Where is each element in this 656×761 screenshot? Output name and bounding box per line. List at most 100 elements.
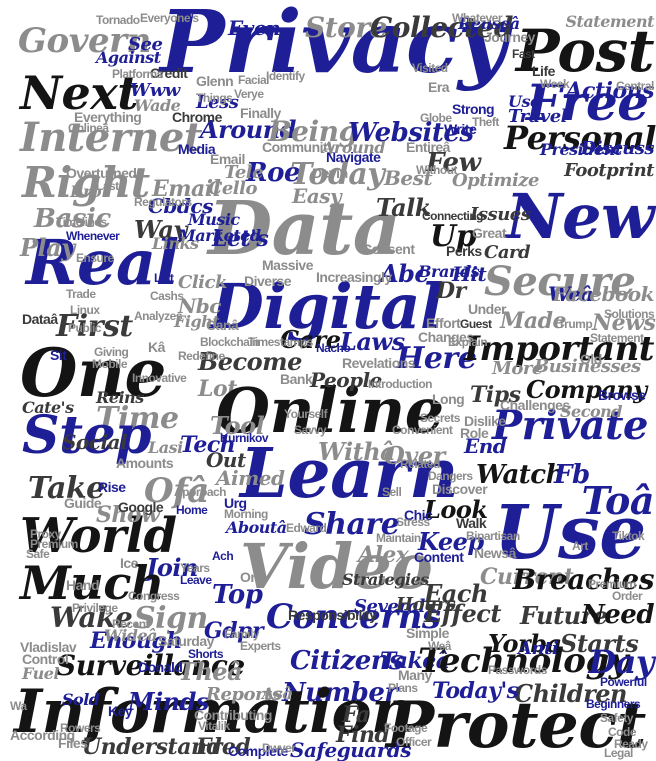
word-being: Being xyxy=(268,115,358,148)
word-footage: Footage xyxy=(384,721,428,735)
word-rowers: Rowers xyxy=(60,721,101,735)
word-discover: Discover xyxy=(432,481,488,497)
word-proxy: Proxy xyxy=(30,527,61,541)
word-about: Aboutâ xyxy=(226,518,287,537)
word-join: Join xyxy=(146,553,198,582)
word-globe: Globe xyxy=(420,111,452,125)
word-need: Need xyxy=(580,600,655,630)
word-effect: Effect xyxy=(424,599,501,628)
word-strong: Strong xyxy=(452,101,495,117)
word-k: Kâ xyxy=(148,339,165,355)
word-ach: Ach xyxy=(212,549,234,563)
word-statement: Statement xyxy=(565,12,654,31)
word-personal: Personal xyxy=(504,119,656,157)
word-lasi: Lasi xyxy=(148,438,183,457)
word-roe: Roe xyxy=(246,158,301,188)
word-links: Links xyxy=(152,234,199,253)
word-bipartisan: Bipartisan xyxy=(466,529,520,543)
word-chic: Chic xyxy=(404,507,433,523)
word-statement: Statement xyxy=(590,331,644,345)
word-yourself: Yourself xyxy=(284,407,328,421)
word-bank: Bank xyxy=(280,371,313,387)
word-dr: Dr xyxy=(436,278,466,304)
word-introduction: Introduction xyxy=(368,377,432,391)
word-secrets: Secrets xyxy=(420,411,460,425)
word-cello: Cello xyxy=(208,178,257,199)
word-facial: Facial xyxy=(238,73,270,87)
word-connecting: Connecting xyxy=(422,209,484,223)
word-take: Takeâ xyxy=(380,648,450,674)
word-list: List xyxy=(154,271,174,285)
word-optimize: Optimize xyxy=(452,170,539,191)
word-fred: Fred xyxy=(196,734,251,760)
word-nacho: Nacho xyxy=(316,341,351,355)
word-donald: Donald xyxy=(138,659,183,675)
word-finally: Finally xyxy=(240,105,281,121)
word-congress: Congress xyxy=(128,589,180,603)
word-officer: Officer xyxy=(396,735,432,749)
word-ice: Ice xyxy=(120,555,138,571)
word-ensure: Ensure xyxy=(76,251,114,265)
word-step: Step xyxy=(22,405,152,466)
word-safe: Safe xyxy=(26,547,50,561)
word-company: Company xyxy=(526,375,647,404)
word-cashs: Cashs xyxy=(150,289,184,303)
word-fuel: Fuel xyxy=(22,664,59,683)
word-abc: Abc xyxy=(380,259,429,288)
word-keep: Keep xyxy=(418,527,484,556)
word-guest: Guest xyxy=(460,317,492,331)
word-second: Second xyxy=(560,402,622,421)
word-businesses: Businesses xyxy=(534,356,641,377)
word-stress: Stress xyxy=(396,515,430,529)
word-trump: Trump xyxy=(558,317,593,331)
word-laws: Laws xyxy=(340,327,405,356)
word-rise: Rise xyxy=(98,479,126,495)
word-savvy: Savvy xyxy=(294,423,327,437)
word-tiktok: Tiktok xyxy=(612,529,645,543)
word-without: Without xyxy=(416,163,458,177)
word-sell: Sell xyxy=(382,485,402,499)
word-sold: Sold xyxy=(62,690,100,709)
word-era: Era xyxy=(428,79,450,95)
word-art: Art xyxy=(572,539,588,553)
word-safety: Safety xyxy=(600,711,634,725)
word-safeguards: Safeguards xyxy=(290,738,412,761)
word-wake: Wake xyxy=(50,601,133,634)
word-of: Ofâ xyxy=(144,471,209,511)
word-music: Music xyxy=(188,210,240,229)
word-walk: Walk xyxy=(456,515,487,531)
word-years: Years xyxy=(180,561,210,575)
word-experts: Experts xyxy=(240,639,281,653)
word-president: President xyxy=(540,140,622,159)
word-first: First xyxy=(56,309,133,344)
word-as: Asâ xyxy=(262,684,293,703)
word-find: Find xyxy=(336,722,390,748)
word-learn: Learn xyxy=(240,434,458,514)
word-key: Key xyxy=(108,703,133,719)
word-whatever: Whatever xyxy=(452,11,503,25)
word-around: Around xyxy=(200,115,296,144)
word-care: Care xyxy=(280,325,341,354)
word-private: Private xyxy=(492,402,648,449)
word-less: Less xyxy=(196,92,239,113)
word-plans: Plans xyxy=(388,681,418,695)
word-basic: Basic xyxy=(34,204,111,234)
word-websites: Websites xyxy=(348,118,474,148)
word-day: Day xyxy=(588,643,654,681)
word-vitalik: Vitalik xyxy=(198,719,230,733)
word-family: Family xyxy=(224,627,260,641)
word-travel: Travel xyxy=(508,106,567,127)
word-brands: Brands xyxy=(418,262,480,281)
word-data: Dataâ xyxy=(22,311,58,327)
word-chrome: Chrome xyxy=(172,109,222,125)
word-cate-s: Cate's xyxy=(22,398,74,417)
word-here: Here xyxy=(396,341,477,376)
word-dwyer: Dwyer xyxy=(262,741,296,755)
word-much: Much xyxy=(20,556,164,610)
word-fb: Fb xyxy=(554,460,590,490)
word-visited: Visited xyxy=(412,61,448,75)
word-become: Become xyxy=(198,347,302,376)
word-guide: Guide xyxy=(64,495,102,511)
word-important: Important xyxy=(464,329,654,369)
word-fight: Fight xyxy=(174,312,220,331)
